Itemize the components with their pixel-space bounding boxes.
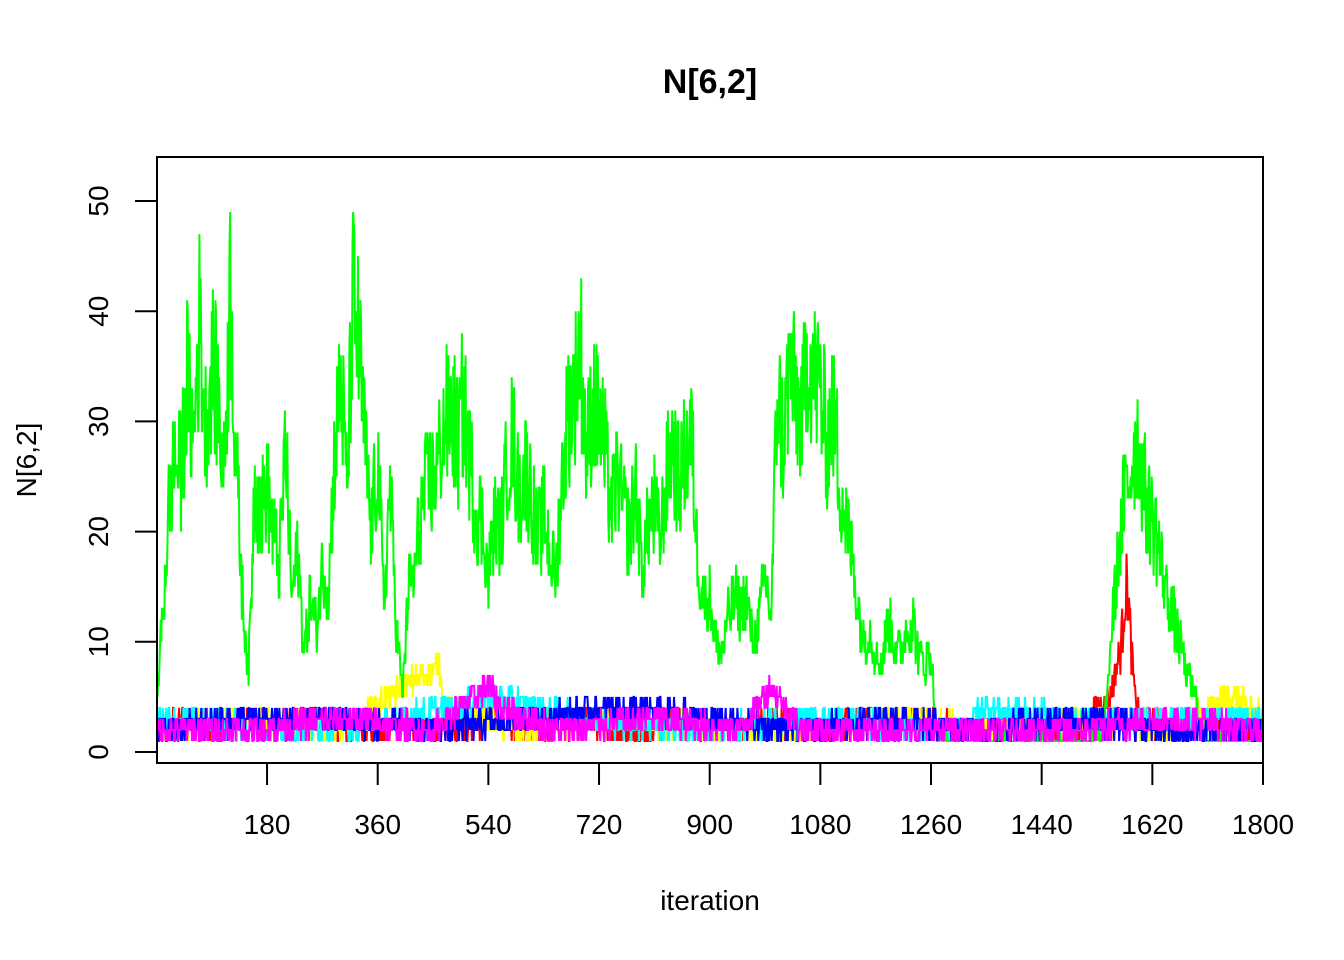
x-tick-label: 1620 (1121, 809, 1183, 840)
y-tick-label: 20 (83, 516, 114, 547)
chart-title: N[6,2] (663, 63, 757, 101)
x-tick-label: 1800 (1232, 809, 1294, 840)
x-axis: 180 360 540 720 900 1080 1260 1440 1620 1800 (244, 762, 1294, 840)
x-tick-label: 720 (576, 809, 623, 840)
x-tick-label: 1080 (789, 809, 851, 840)
x-tick-label: 1440 (1011, 809, 1073, 840)
y-tick-label: 30 (83, 406, 114, 437)
y-tick-label: 0 (83, 744, 114, 760)
x-tick-label: 540 (465, 809, 512, 840)
y-tick-label: 50 (83, 185, 114, 216)
series-line-6 (156, 674, 1264, 742)
x-tick-label: 1260 (900, 809, 962, 840)
y-axis: 0 10 20 30 40 50 (83, 185, 158, 760)
x-axis-label: iteration (660, 885, 760, 916)
x-tick-label: 360 (354, 809, 401, 840)
y-tick-label: 10 (83, 626, 114, 657)
plot-frame (156, 156, 1264, 764)
y-axis-label: N[6,2] (11, 423, 42, 498)
x-tick-label: 180 (244, 809, 291, 840)
y-tick-label: 40 (83, 296, 114, 327)
series-line-1 (156, 211, 1263, 742)
series-layer (156, 211, 1264, 742)
x-tick-label: 900 (686, 809, 733, 840)
